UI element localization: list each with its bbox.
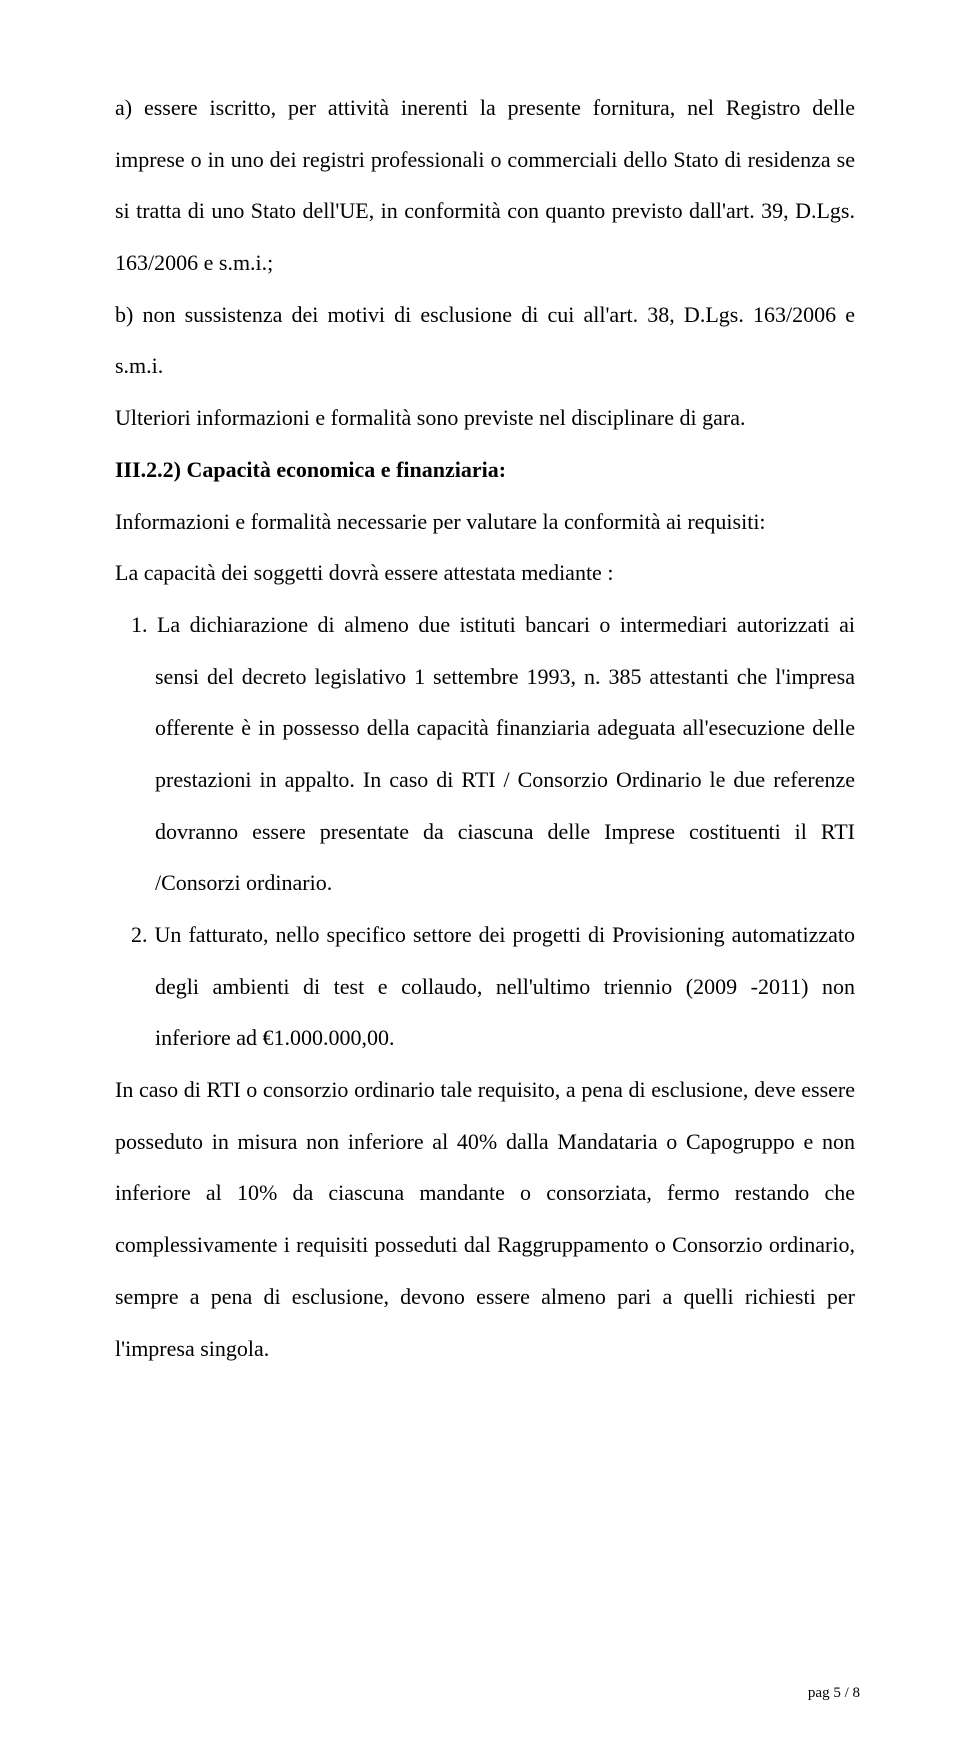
document-page: a) essere iscritto, per attività inerent… <box>0 0 960 1750</box>
paragraph-b: b) non sussistenza dei motivi di esclusi… <box>115 289 855 392</box>
list-item-2: 2. Un fatturato, nello specifico settore… <box>115 909 855 1064</box>
paragraph-rti: In caso di RTI o consorzio ordinario tal… <box>115 1064 855 1374</box>
section-heading: III.2.2) Capacità economica e finanziari… <box>115 444 855 496</box>
paragraph-capacita: La capacità dei soggetti dovrà essere at… <box>115 547 855 599</box>
paragraph-info: Ulteriori informazioni e formalità sono … <box>115 392 855 444</box>
paragraph-a: a) essere iscritto, per attività inerent… <box>115 82 855 289</box>
page-footer: pag 5 / 8 <box>808 1685 860 1702</box>
list-item-1: 1. La dichiarazione di almeno due istitu… <box>115 599 855 909</box>
paragraph-requisiti: Informazioni e formalità necessarie per … <box>115 496 855 548</box>
